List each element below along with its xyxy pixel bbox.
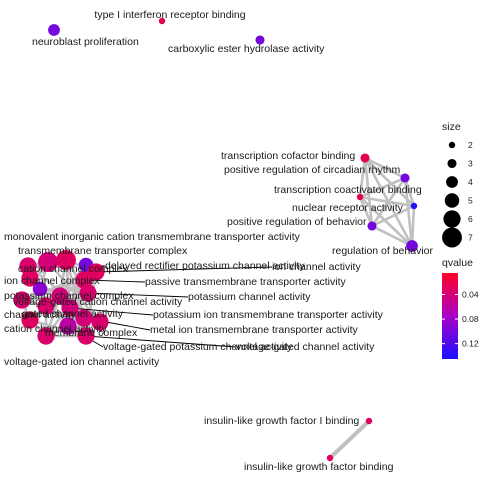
node-label-n11: transmembrane transporter complex bbox=[18, 245, 188, 257]
edge-n23-n27 bbox=[28, 318, 88, 338]
node-label-n26: voltage-gated potassium channel activity bbox=[103, 341, 293, 353]
size-legend-dot-4 bbox=[446, 176, 458, 188]
node-label-n8: positive regulation of behavior bbox=[227, 216, 367, 228]
node-n4 bbox=[360, 153, 370, 163]
node-label-n16: passive transmembrane transporter activi… bbox=[145, 276, 346, 288]
size-legend-label-6: 6 bbox=[468, 214, 473, 224]
node-n24 bbox=[75, 309, 93, 327]
node-label-n9: regulation of behavior bbox=[332, 245, 433, 257]
size-legend-dot-3 bbox=[447, 158, 457, 169]
node-n1 bbox=[158, 17, 166, 25]
node-label-n19: voltage-gated cation channel activity bbox=[13, 296, 183, 308]
node-label-n4: transcription cofactor binding bbox=[221, 150, 355, 162]
node-label-n17: potassium channel complex bbox=[4, 290, 134, 302]
node-n16 bbox=[75, 271, 93, 289]
size-legend-label-2: 2 bbox=[468, 140, 473, 150]
edge-n6-n8 bbox=[358, 195, 374, 228]
node-label-n23: cation channel activity bbox=[4, 323, 107, 335]
qvalue-tick-label-0.08: 0.08 bbox=[462, 314, 479, 324]
node-label-n12: cation channel complex bbox=[18, 263, 128, 275]
edge-n5-n9 bbox=[403, 176, 414, 248]
size-legend-dot-2 bbox=[448, 141, 456, 149]
edge-n7-n9 bbox=[410, 204, 416, 248]
node-label-n21: gated channel activity bbox=[22, 308, 124, 320]
node-n21 bbox=[37, 297, 55, 315]
node-n11 bbox=[38, 252, 58, 272]
qvalue-colorbar bbox=[442, 273, 458, 359]
node-label-n10: monovalent inorganic cation transmembran… bbox=[4, 231, 301, 243]
edge-n11-n25 bbox=[46, 260, 102, 324]
edge-n16-n20 bbox=[20, 278, 86, 302]
node-label-n7: nuclear receptor activity bbox=[292, 202, 404, 214]
edge-n4-n5 bbox=[363, 156, 407, 180]
leader-n18 bbox=[87, 292, 189, 298]
size-legend: size 2 3 4 5 6 7 bbox=[442, 121, 473, 248]
node-label-n18: potassium channel activity bbox=[188, 291, 311, 303]
node-label-n5: positive regulation of circadian rhythm bbox=[224, 164, 401, 176]
qvalue-legend: qvalue 0.04 0.08 0.12 bbox=[442, 257, 479, 359]
node-n28 bbox=[37, 327, 55, 345]
node-label-n2: neuroblast proliferation bbox=[32, 36, 139, 48]
qvalue-tick-label-0.12: 0.12 bbox=[462, 339, 479, 349]
node-label-n29: insulin-like growth factor I binding bbox=[204, 415, 359, 427]
node-label-n24: metal ion transmembrane transporter acti… bbox=[150, 324, 358, 336]
node-label-n27: voltage-gated channel activity bbox=[236, 341, 375, 353]
qvalue-legend-title: qvalue bbox=[442, 257, 473, 269]
node-label-n6: transcription coactivator binding bbox=[274, 184, 422, 196]
node-n2 bbox=[48, 24, 60, 36]
node-label-n3: carboxylic ester hydrolase activity bbox=[168, 43, 325, 55]
leader-n27 bbox=[85, 335, 237, 348]
size-legend-dot-6 bbox=[443, 210, 461, 228]
node-n22 bbox=[61, 299, 79, 317]
node-n10 bbox=[56, 250, 76, 270]
node-n26 bbox=[59, 317, 77, 335]
node-label-n28: voltage-gated ion channel activity bbox=[4, 356, 160, 368]
node-n30 bbox=[326, 454, 334, 462]
node-label-n1: type I interferon receptor binding bbox=[94, 9, 245, 21]
leader-n22 bbox=[69, 307, 154, 316]
size-legend-dot-5 bbox=[444, 193, 460, 208]
node-n17 bbox=[32, 281, 48, 297]
node-label-n20: channel activity bbox=[4, 309, 77, 321]
node-n27 bbox=[77, 327, 95, 345]
node-n13 bbox=[21, 269, 39, 287]
node-n3 bbox=[255, 35, 265, 45]
node-n29 bbox=[365, 417, 373, 425]
qvalue-tick-label-0.04: 0.04 bbox=[462, 290, 479, 300]
node-label-n25: membrane complex bbox=[45, 327, 138, 339]
edge-n29-n30 bbox=[328, 419, 371, 460]
leader-n15 bbox=[95, 266, 273, 273]
edge-n6-n9 bbox=[358, 195, 414, 248]
size-legend-label-7: 7 bbox=[468, 233, 473, 243]
node-n7 bbox=[410, 202, 418, 210]
node-n19 bbox=[51, 287, 69, 305]
edge-n4-n6 bbox=[358, 156, 367, 199]
node-label-n14: delayed rectifier potassium channel acti… bbox=[105, 260, 305, 272]
node-n9 bbox=[406, 240, 418, 252]
node-n18 bbox=[79, 284, 97, 302]
edge-n7-n8 bbox=[370, 204, 416, 228]
node-labels: type I interferon receptor binding neurob… bbox=[4, 9, 433, 473]
node-n25 bbox=[91, 313, 109, 331]
nodes bbox=[13, 17, 418, 462]
size-legend-label-3: 3 bbox=[468, 159, 473, 169]
edge-n8-n9 bbox=[370, 224, 414, 248]
node-n20 bbox=[13, 291, 31, 309]
node-n6 bbox=[356, 193, 364, 201]
node-n5 bbox=[400, 173, 410, 183]
edge-n6-n7 bbox=[358, 195, 416, 208]
size-legend-title: size bbox=[442, 121, 461, 133]
size-legend-label-4: 4 bbox=[468, 177, 473, 187]
node-label-n30: insulin-like growth factor binding bbox=[244, 461, 394, 473]
node-label-n13: ion channel complex bbox=[4, 275, 100, 287]
size-legend-dot-7 bbox=[442, 227, 462, 248]
edge-n5-n6 bbox=[358, 176, 407, 199]
node-n8 bbox=[367, 221, 377, 231]
node-label-n22: potassium ion transmembrane transporter … bbox=[153, 309, 384, 321]
size-legend-label-5: 5 bbox=[468, 196, 473, 206]
node-label-n15: ion channel activity bbox=[272, 261, 361, 273]
node-n23 bbox=[21, 311, 39, 329]
